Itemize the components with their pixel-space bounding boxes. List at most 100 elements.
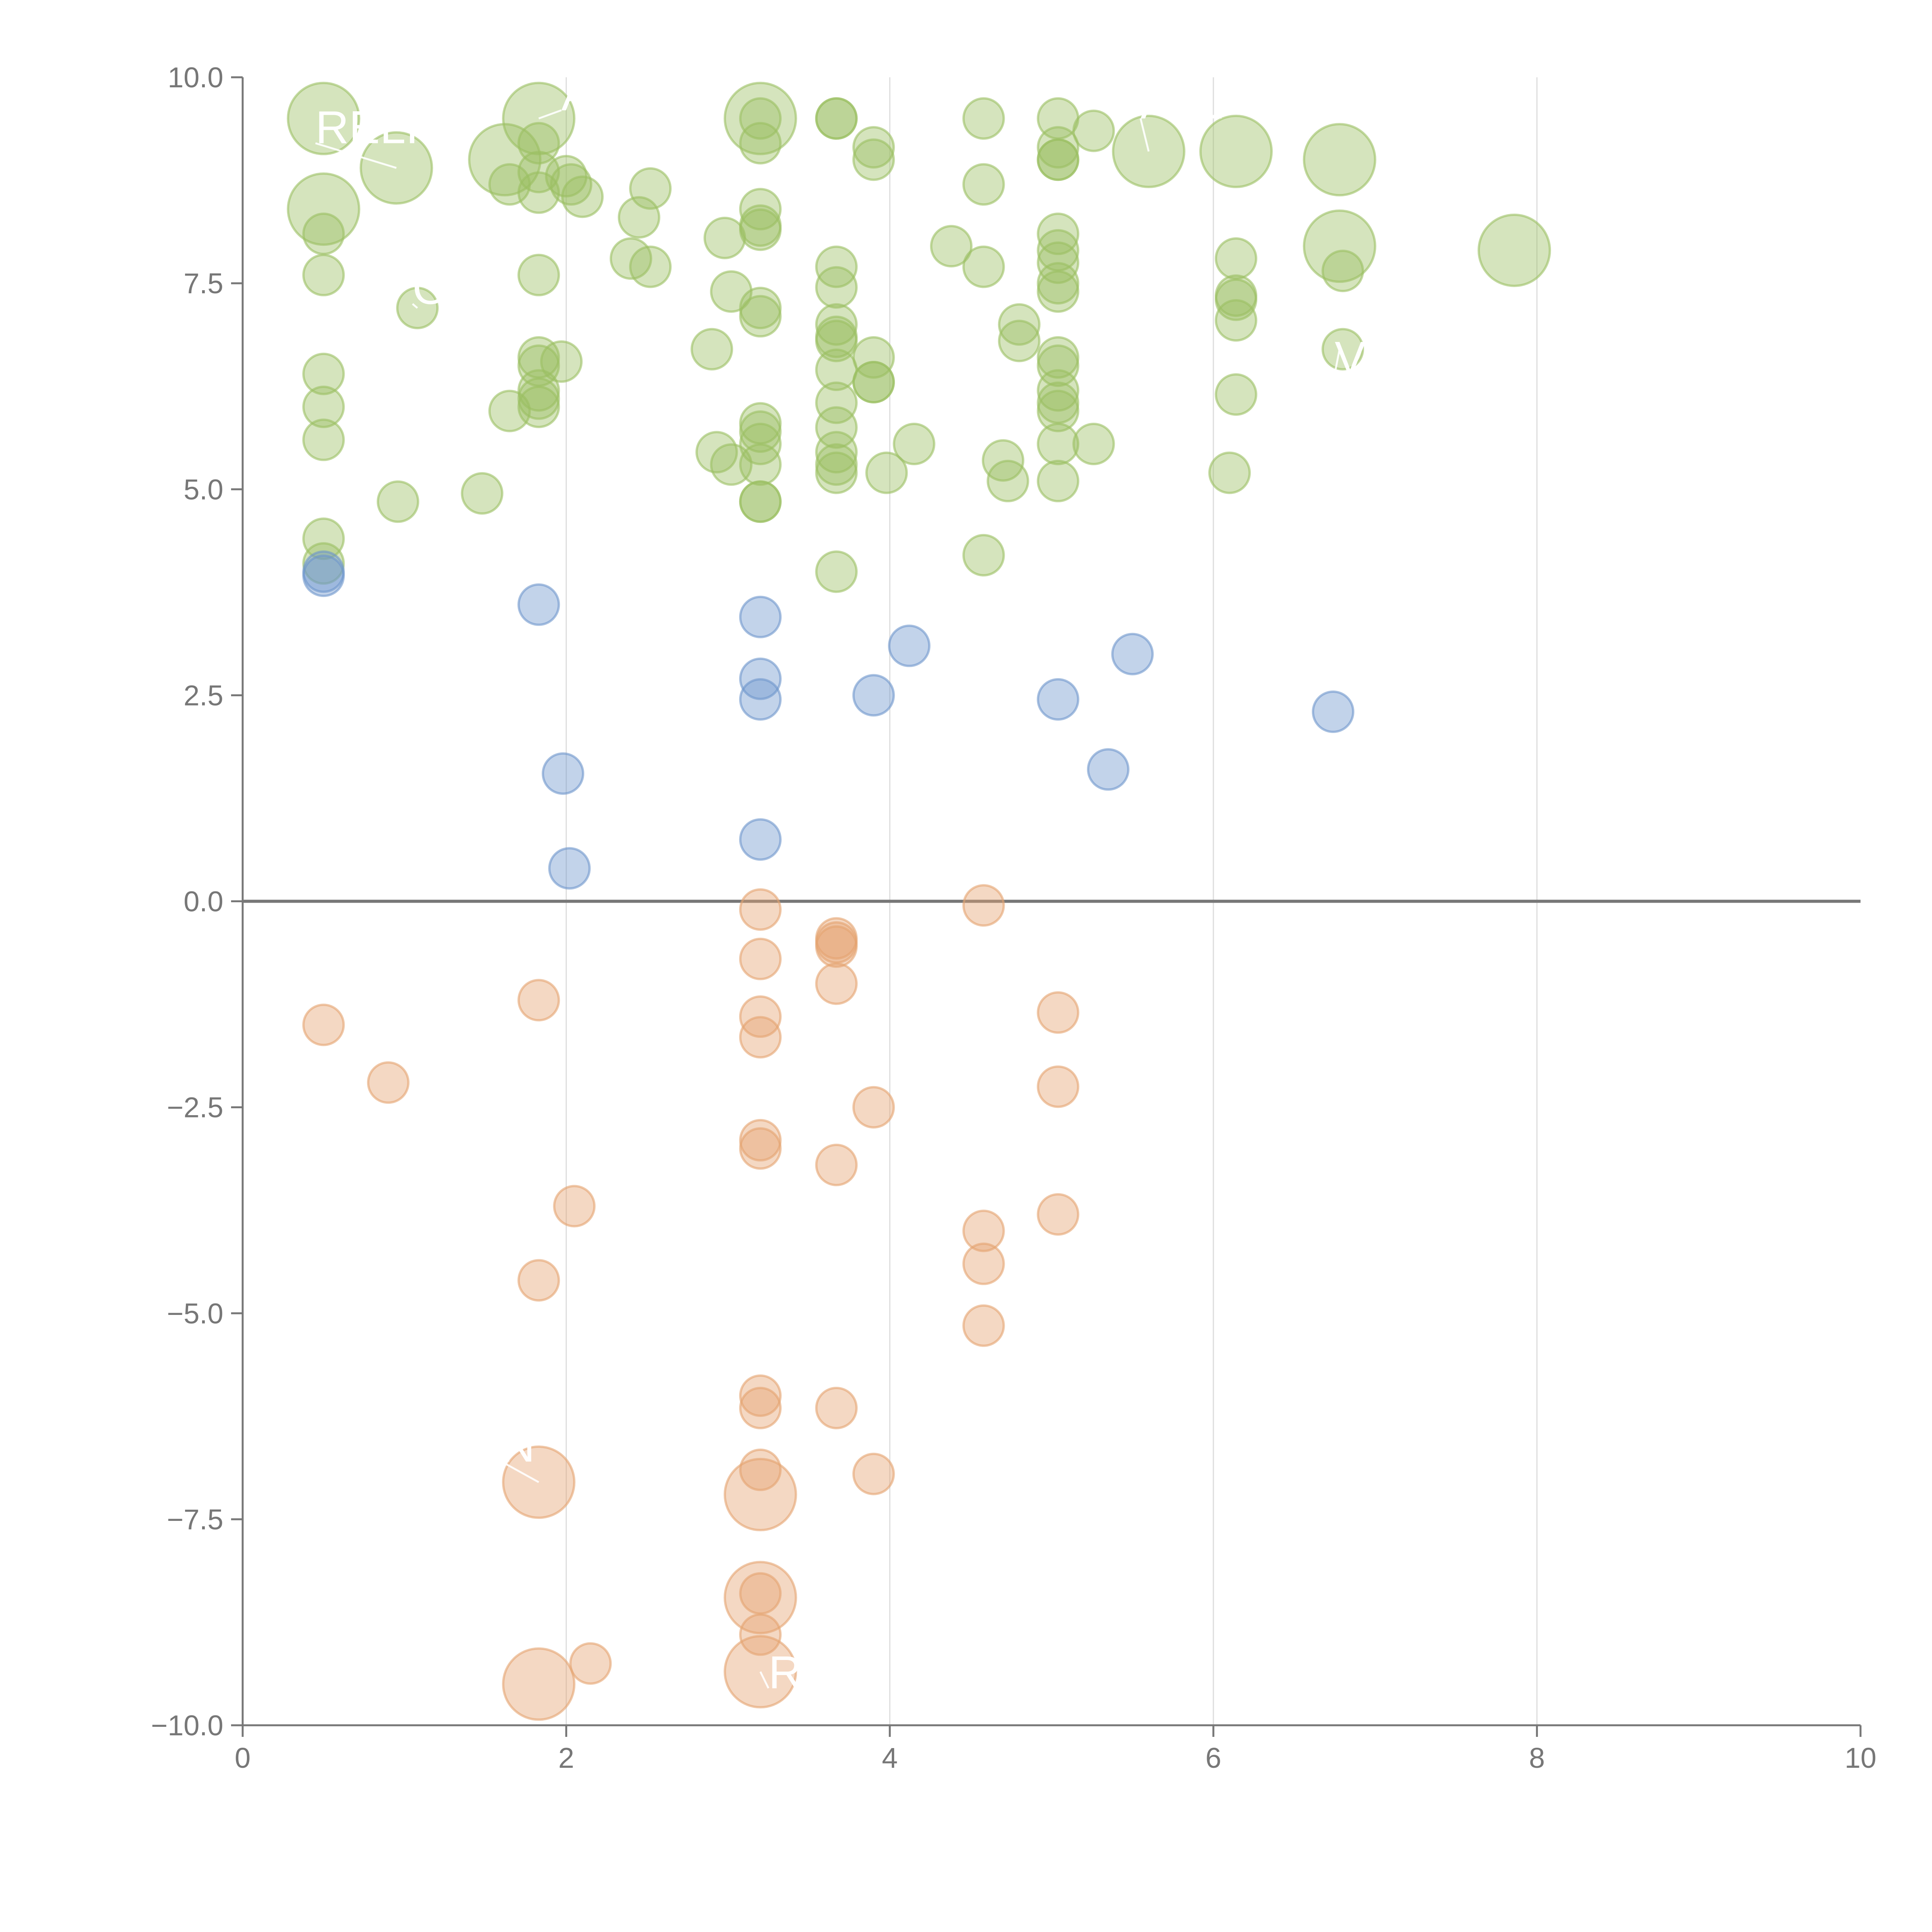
positive-point [703, 216, 746, 259]
positive-point [852, 361, 895, 404]
positive-point [930, 225, 973, 268]
negative-point [1037, 991, 1080, 1034]
point-label: O [413, 262, 449, 314]
negative-point [962, 1209, 1005, 1252]
negative-point [739, 1572, 782, 1615]
positive-point [1037, 126, 1080, 169]
negative-point [739, 1374, 782, 1417]
positive-point [376, 480, 419, 523]
positive-point [302, 517, 345, 560]
label-leader-line [759, 1671, 770, 1689]
point-label: R [769, 1646, 802, 1698]
positive-point [739, 443, 782, 486]
positive-point [852, 138, 895, 181]
positive-point [815, 320, 858, 362]
positive-point [998, 303, 1041, 346]
positive-point [629, 245, 672, 288]
positive-point [1037, 213, 1080, 255]
negative-point [852, 1452, 895, 1495]
negative-point [569, 1642, 612, 1685]
positive-point [815, 266, 858, 309]
negative-point [815, 1143, 858, 1186]
neutral-point [542, 752, 585, 795]
neutral-point [1111, 633, 1154, 675]
positive-point [739, 208, 782, 251]
negative-point [962, 1304, 1005, 1347]
point-label: V [1335, 332, 1366, 384]
negative-point [517, 979, 560, 1022]
point-label: A [561, 68, 592, 120]
positive-point [629, 167, 672, 210]
axis-layer: 0 2 4 6 8 10 −10.0 −7.5 −5.0 −2.5 0.0 2.5 5.0 7.5 10.0 [151, 61, 1876, 1774]
positive-point [1072, 422, 1115, 465]
positive-point [815, 406, 858, 449]
positive-point [962, 245, 1005, 288]
neutral-point [302, 554, 345, 597]
negative-point [739, 888, 782, 931]
positive-point [1199, 114, 1273, 188]
positive-point [1037, 270, 1080, 313]
neutral-point [739, 595, 782, 638]
positive-point [302, 418, 345, 461]
negative-point [367, 1061, 410, 1104]
y-tick-label: 5.0 [184, 473, 223, 505]
positive-point [986, 459, 1029, 502]
positive-point [517, 122, 560, 165]
x-tick-label: 0 [235, 1742, 250, 1774]
x-tick-label: 6 [1206, 1742, 1221, 1774]
positive-point [1072, 109, 1115, 152]
y-tick-label: 2.5 [184, 679, 223, 711]
label-leader-line [315, 142, 397, 169]
label-layer: RELI A ALL O V N R [315, 68, 1366, 1698]
y-tick-label: −7.5 [167, 1503, 223, 1536]
negative-point [962, 1242, 1005, 1285]
bubble-layer [287, 82, 1551, 1721]
negative-point [1037, 1193, 1080, 1236]
y-tick-label: −5.0 [167, 1298, 223, 1330]
negative-point [739, 1127, 782, 1170]
negative-point [723, 1458, 797, 1531]
positive-point [962, 163, 1005, 206]
positive-point [865, 451, 908, 494]
negative-point [815, 1386, 858, 1429]
positive-point [461, 472, 503, 515]
positive-point [815, 303, 858, 346]
positive-point [739, 122, 782, 165]
x-tick-label: 10 [1845, 1742, 1876, 1774]
positive-point [302, 386, 345, 428]
positive-point [815, 550, 858, 593]
negative-point [815, 962, 858, 1005]
y-tick-label: 7.5 [184, 267, 223, 299]
positive-point [1214, 373, 1257, 416]
positive-point [302, 352, 345, 395]
x-tick-label: 4 [882, 1742, 898, 1774]
negative-point [723, 1561, 797, 1634]
positive-point [1037, 344, 1080, 387]
negative-point [852, 1086, 895, 1129]
neutral-point [1087, 748, 1130, 791]
positive-point [739, 480, 782, 523]
negative-point [553, 1185, 596, 1228]
positive-point [517, 386, 560, 428]
positive-point [517, 253, 560, 296]
point-label: N [502, 1420, 535, 1472]
x-tick-label: 8 [1529, 1742, 1545, 1774]
neutral-point [739, 678, 782, 721]
positive-point [287, 82, 361, 155]
positive-point [302, 213, 345, 255]
positive-point [561, 175, 604, 218]
neutral-point [888, 624, 931, 667]
positive-point [1477, 213, 1551, 287]
positive-point [739, 295, 782, 338]
positive-point [815, 451, 858, 494]
label-leader-line [1333, 349, 1341, 374]
negative-point [815, 925, 858, 968]
positive-point [1037, 459, 1080, 502]
y-tick-label: 0.0 [184, 886, 223, 918]
positive-point [710, 443, 753, 486]
positive-point [1208, 451, 1251, 494]
neutral-point [1312, 690, 1355, 733]
label-leader-line [412, 303, 418, 309]
positive-point [1037, 389, 1080, 432]
